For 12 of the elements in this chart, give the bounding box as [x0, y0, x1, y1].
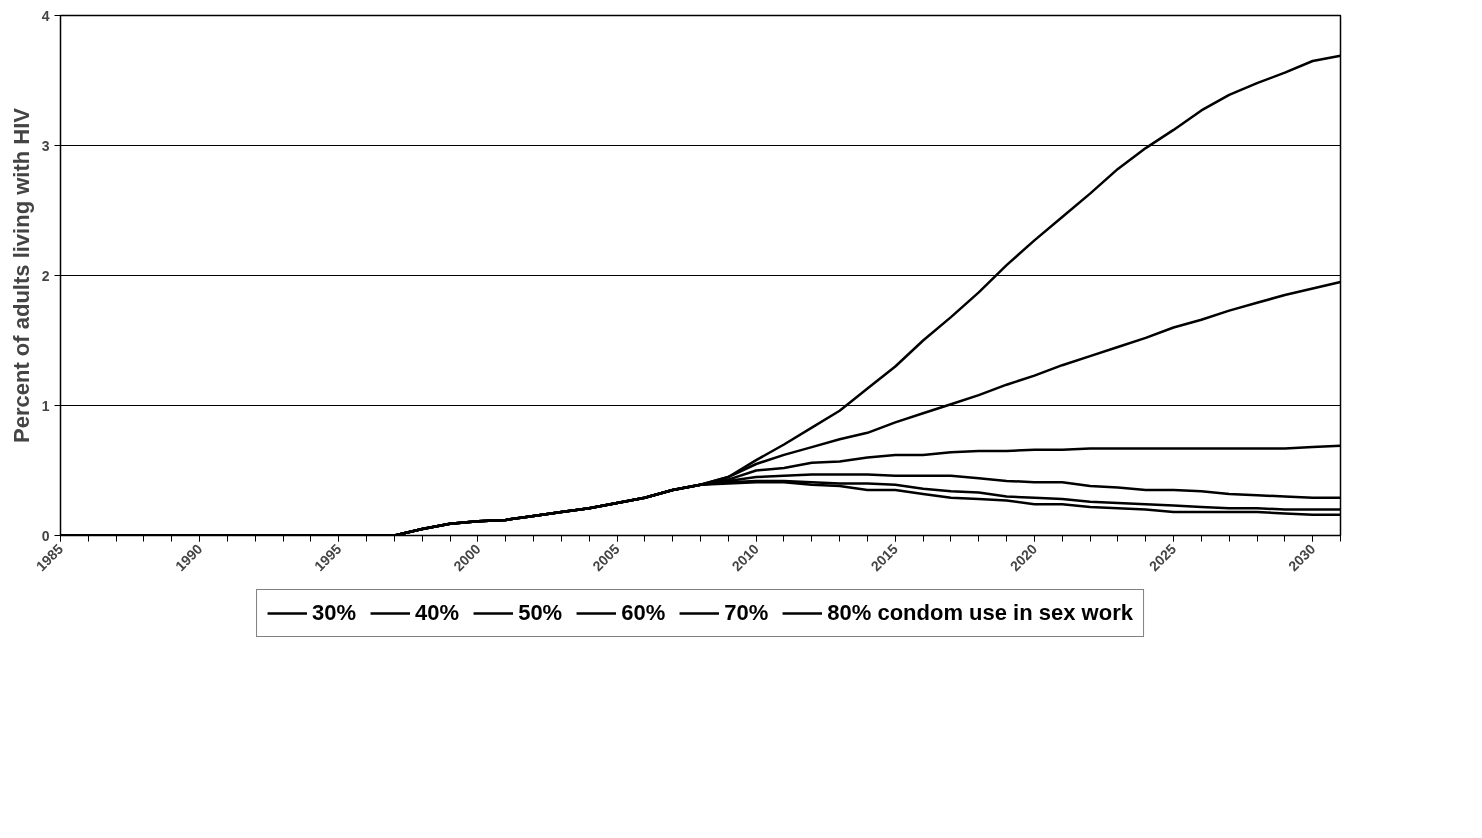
y-tick-label: 4: [41, 7, 50, 24]
legend-label: 50%: [518, 600, 563, 626]
y-tick-label: 1: [41, 397, 50, 414]
y-tick-label: 2: [41, 267, 50, 284]
legend-label: 80% condom use in sex work: [827, 600, 1133, 626]
legend-label: 30%: [312, 600, 357, 626]
legend-label: 40%: [415, 600, 460, 626]
y-tick-label: 0: [41, 527, 50, 544]
legend-label: 60%: [621, 600, 666, 626]
y-axis-title: Percent of adults living with HIV: [8, 107, 34, 443]
legend-label: 70%: [724, 600, 769, 626]
y-tick-label: 3: [41, 137, 50, 154]
